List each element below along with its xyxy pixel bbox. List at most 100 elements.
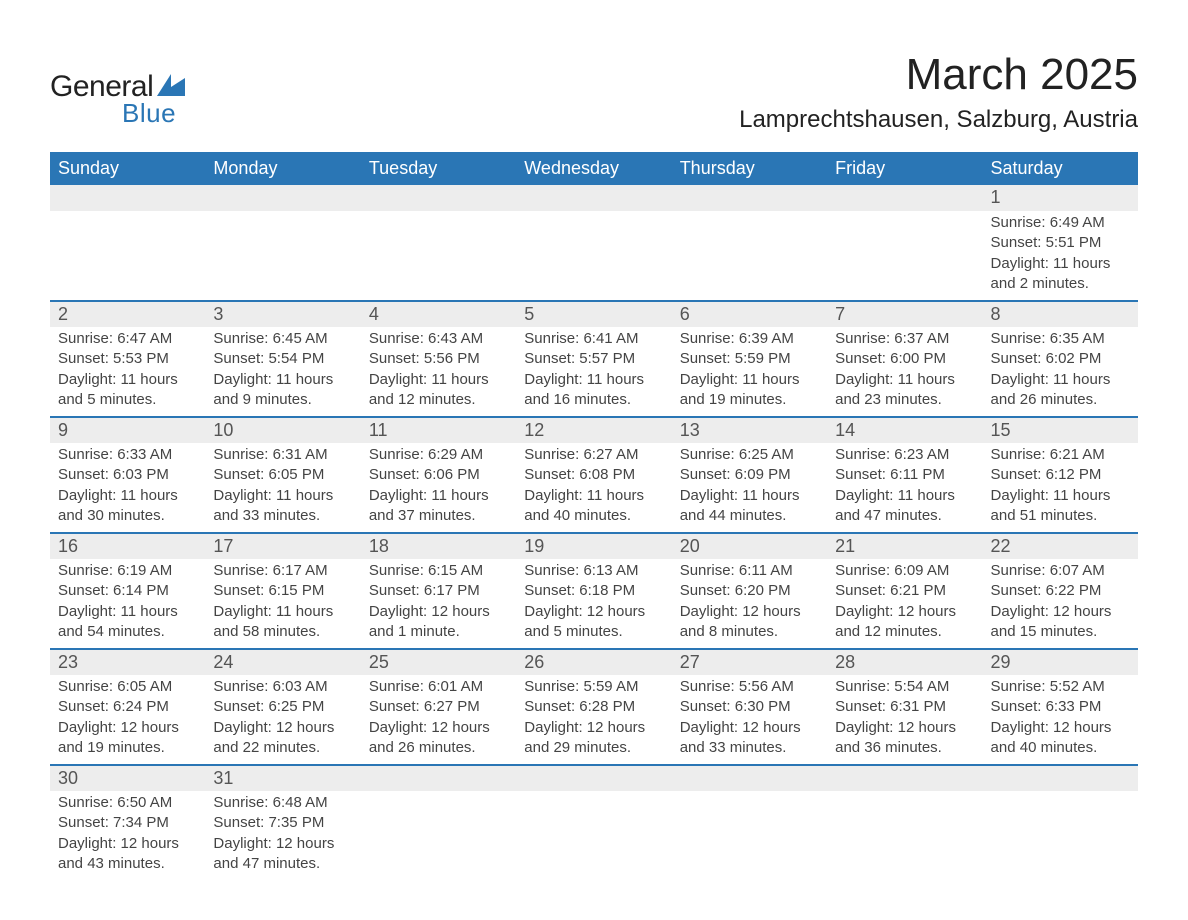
daylight-line-2: and 5 minutes. (524, 622, 663, 642)
day-number-cell: 18 (361, 533, 516, 559)
daynum-row: 23242526272829 (50, 649, 1138, 675)
daylight-line-1: Daylight: 12 hours (369, 718, 508, 738)
day-number-cell: 31 (205, 765, 360, 791)
daylight-line-1: Daylight: 11 hours (835, 486, 974, 506)
sunrise-line: Sunrise: 6:27 AM (524, 445, 663, 465)
sunset-line: Sunset: 6:21 PM (835, 581, 974, 601)
daylight-line-2: and 26 minutes. (369, 738, 508, 758)
day-number-cell: 12 (516, 417, 671, 443)
daylight-line-2: and 30 minutes. (58, 506, 197, 526)
day-data-cell: Sunrise: 6:39 AMSunset: 5:59 PMDaylight:… (672, 327, 827, 417)
daylight-line-2: and 43 minutes. (58, 854, 197, 874)
sunrise-line: Sunrise: 6:47 AM (58, 329, 197, 349)
daylight-line-1: Daylight: 12 hours (524, 602, 663, 622)
daylight-line-1: Daylight: 12 hours (835, 602, 974, 622)
sunrise-line: Sunrise: 6:07 AM (991, 561, 1130, 581)
sunset-line: Sunset: 6:11 PM (835, 465, 974, 485)
day-data-cell: Sunrise: 6:33 AMSunset: 6:03 PMDaylight:… (50, 443, 205, 533)
day-data-cell: Sunrise: 5:56 AMSunset: 6:30 PMDaylight:… (672, 675, 827, 765)
day-number-cell: 6 (672, 301, 827, 327)
day-number-cell: 10 (205, 417, 360, 443)
weekday-header-row: Sunday Monday Tuesday Wednesday Thursday… (50, 152, 1138, 185)
day-data-row: Sunrise: 6:47 AMSunset: 5:53 PMDaylight:… (50, 327, 1138, 417)
sunrise-line: Sunrise: 5:54 AM (835, 677, 974, 697)
sunset-line: Sunset: 5:57 PM (524, 349, 663, 369)
day-number-cell (361, 185, 516, 211)
sunrise-line: Sunrise: 6:01 AM (369, 677, 508, 697)
daylight-line-2: and 8 minutes. (680, 622, 819, 642)
day-data-cell: Sunrise: 6:31 AMSunset: 6:05 PMDaylight:… (205, 443, 360, 533)
sunrise-line: Sunrise: 6:11 AM (680, 561, 819, 581)
day-number-cell (516, 185, 671, 211)
day-number-cell (672, 185, 827, 211)
daylight-line-2: and 47 minutes. (835, 506, 974, 526)
day-data-cell: Sunrise: 6:35 AMSunset: 6:02 PMDaylight:… (983, 327, 1138, 417)
daylight-line-1: Daylight: 12 hours (58, 834, 197, 854)
day-number-cell: 8 (983, 301, 1138, 327)
day-data-row: Sunrise: 6:49 AMSunset: 5:51 PMDaylight:… (50, 211, 1138, 301)
day-number-cell (50, 185, 205, 211)
sunrise-line: Sunrise: 5:56 AM (680, 677, 819, 697)
day-data-cell (361, 791, 516, 880)
daylight-line-2: and 19 minutes. (680, 390, 819, 410)
day-data-row: Sunrise: 6:33 AMSunset: 6:03 PMDaylight:… (50, 443, 1138, 533)
day-data-cell: Sunrise: 6:19 AMSunset: 6:14 PMDaylight:… (50, 559, 205, 649)
sunset-line: Sunset: 6:18 PM (524, 581, 663, 601)
sunrise-line: Sunrise: 6:49 AM (991, 213, 1130, 233)
daylight-line-2: and 1 minute. (369, 622, 508, 642)
sunrise-line: Sunrise: 6:29 AM (369, 445, 508, 465)
sunset-line: Sunset: 5:54 PM (213, 349, 352, 369)
day-data-cell: Sunrise: 6:45 AMSunset: 5:54 PMDaylight:… (205, 327, 360, 417)
day-data-cell: Sunrise: 6:05 AMSunset: 6:24 PMDaylight:… (50, 675, 205, 765)
sunrise-line: Sunrise: 6:33 AM (58, 445, 197, 465)
daylight-line-2: and 58 minutes. (213, 622, 352, 642)
day-data-cell (50, 211, 205, 301)
day-number-cell: 20 (672, 533, 827, 559)
location-subtitle: Lamprechtshausen, Salzburg, Austria (739, 106, 1138, 134)
day-number-cell (361, 765, 516, 791)
day-number-cell: 15 (983, 417, 1138, 443)
sunrise-line: Sunrise: 6:23 AM (835, 445, 974, 465)
day-number-cell (983, 765, 1138, 791)
daylight-line-1: Daylight: 12 hours (991, 718, 1130, 738)
day-number-cell: 30 (50, 765, 205, 791)
daylight-line-1: Daylight: 11 hours (369, 370, 508, 390)
weekday-header: Saturday (983, 152, 1138, 185)
day-data-cell (516, 791, 671, 880)
daynum-row: 1 (50, 185, 1138, 211)
daynum-row: 3031 (50, 765, 1138, 791)
day-number-cell: 5 (516, 301, 671, 327)
day-number-cell: 17 (205, 533, 360, 559)
weekday-header: Tuesday (361, 152, 516, 185)
daylight-line-1: Daylight: 11 hours (835, 370, 974, 390)
sunrise-line: Sunrise: 6:45 AM (213, 329, 352, 349)
sunset-line: Sunset: 7:35 PM (213, 813, 352, 833)
day-number-cell: 1 (983, 185, 1138, 211)
sunset-line: Sunset: 5:59 PM (680, 349, 819, 369)
sunrise-line: Sunrise: 6:03 AM (213, 677, 352, 697)
day-data-cell: Sunrise: 6:17 AMSunset: 6:15 PMDaylight:… (205, 559, 360, 649)
daylight-line-1: Daylight: 11 hours (991, 486, 1130, 506)
day-data-cell: Sunrise: 6:09 AMSunset: 6:21 PMDaylight:… (827, 559, 982, 649)
daylight-line-2: and 33 minutes. (680, 738, 819, 758)
day-number-cell: 27 (672, 649, 827, 675)
daylight-line-2: and 54 minutes. (58, 622, 197, 642)
flag-icon (157, 74, 185, 101)
daynum-row: 16171819202122 (50, 533, 1138, 559)
daylight-line-1: Daylight: 12 hours (524, 718, 663, 738)
day-number-cell: 9 (50, 417, 205, 443)
day-number-cell (827, 765, 982, 791)
sunrise-line: Sunrise: 6:17 AM (213, 561, 352, 581)
day-data-row: Sunrise: 6:05 AMSunset: 6:24 PMDaylight:… (50, 675, 1138, 765)
daylight-line-2: and 5 minutes. (58, 390, 197, 410)
daylight-line-2: and 2 minutes. (991, 274, 1130, 294)
day-number-cell: 23 (50, 649, 205, 675)
sunset-line: Sunset: 6:09 PM (680, 465, 819, 485)
daylight-line-1: Daylight: 12 hours (213, 834, 352, 854)
daylight-line-2: and 15 minutes. (991, 622, 1130, 642)
sunset-line: Sunset: 6:15 PM (213, 581, 352, 601)
daylight-line-2: and 51 minutes. (991, 506, 1130, 526)
daylight-line-1: Daylight: 11 hours (680, 486, 819, 506)
sunset-line: Sunset: 7:34 PM (58, 813, 197, 833)
day-data-cell: Sunrise: 6:49 AMSunset: 5:51 PMDaylight:… (983, 211, 1138, 301)
